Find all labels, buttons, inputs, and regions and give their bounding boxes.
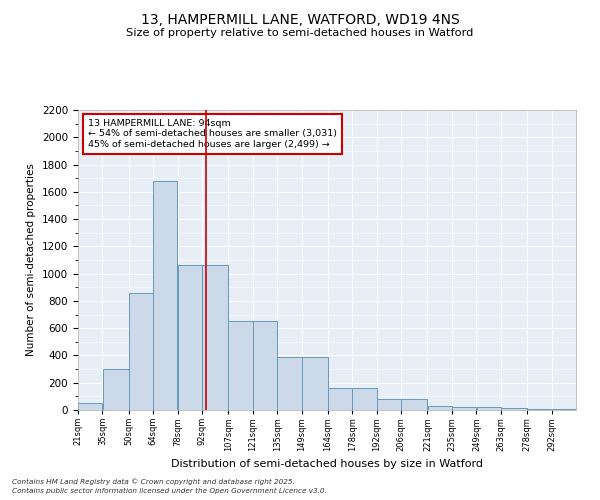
Text: 13 HAMPERMILL LANE: 94sqm
← 54% of semi-detached houses are smaller (3,031)
45% : 13 HAMPERMILL LANE: 94sqm ← 54% of semi-… <box>88 119 337 149</box>
Bar <box>153 181 178 410</box>
Text: Contains public sector information licensed under the Open Government Licence v3: Contains public sector information licen… <box>12 488 327 494</box>
Bar <box>452 406 476 410</box>
Bar <box>401 399 427 410</box>
Bar <box>428 406 452 410</box>
Bar <box>103 369 128 410</box>
Bar <box>78 403 103 410</box>
Bar <box>229 322 253 410</box>
Bar <box>501 408 527 410</box>
X-axis label: Distribution of semi-detached houses by size in Watford: Distribution of semi-detached houses by … <box>171 459 483 469</box>
Bar <box>302 357 328 410</box>
Text: Size of property relative to semi-detached houses in Watford: Size of property relative to semi-detach… <box>127 28 473 38</box>
Bar <box>178 266 202 410</box>
Bar <box>253 322 277 410</box>
Bar <box>277 357 302 410</box>
Text: 13, HAMPERMILL LANE, WATFORD, WD19 4NS: 13, HAMPERMILL LANE, WATFORD, WD19 4NS <box>140 12 460 26</box>
Bar <box>377 399 401 410</box>
Bar <box>328 388 352 410</box>
Bar <box>352 388 377 410</box>
Bar <box>202 266 228 410</box>
Bar <box>527 409 551 410</box>
Y-axis label: Number of semi-detached properties: Number of semi-detached properties <box>26 164 37 356</box>
Bar <box>476 408 501 410</box>
Bar <box>129 292 153 410</box>
Text: Contains HM Land Registry data © Crown copyright and database right 2025.: Contains HM Land Registry data © Crown c… <box>12 478 295 485</box>
